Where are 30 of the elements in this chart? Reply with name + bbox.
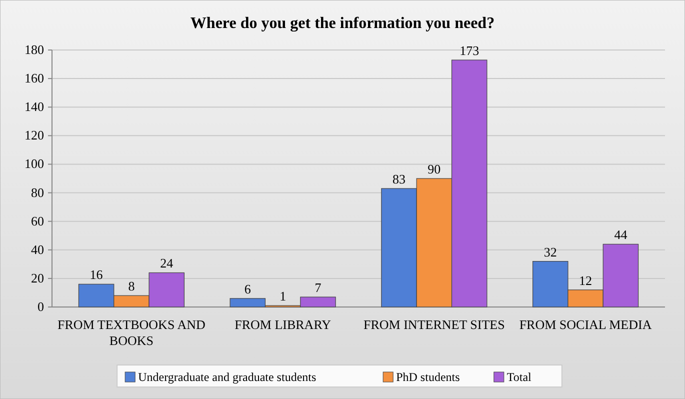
data-label: 24 bbox=[160, 256, 174, 271]
x-tick-label: FROM SOCIAL MEDIA bbox=[519, 317, 652, 332]
data-label: 173 bbox=[460, 42, 480, 58]
y-tick-label: 40 bbox=[31, 242, 44, 257]
x-tick-label: FROM LIBRARY bbox=[234, 317, 332, 332]
data-label: 1 bbox=[280, 288, 286, 304]
legend-label: Total bbox=[506, 370, 532, 384]
y-tick-label: 100 bbox=[24, 156, 44, 172]
data-label: 6 bbox=[244, 281, 252, 296]
data-label: 83 bbox=[392, 171, 406, 186]
data-label: 32 bbox=[544, 244, 557, 260]
y-tick-label: 160 bbox=[24, 70, 44, 86]
data-label: 7 bbox=[314, 280, 322, 296]
y-tick-label: 0 bbox=[38, 299, 44, 314]
y-tick-label: 60 bbox=[31, 213, 44, 228]
data-label: 90 bbox=[428, 162, 441, 176]
y-tick-label: 140 bbox=[24, 99, 44, 114]
data-label: 8 bbox=[128, 278, 135, 294]
y-tick-label: 20 bbox=[31, 270, 44, 286]
y-tick-label: 180 bbox=[24, 42, 44, 57]
data-label: 44 bbox=[614, 227, 628, 242]
legend-label: Undergraduate and graduate students bbox=[138, 370, 316, 384]
chart-title: Where do you get the information you need? bbox=[190, 15, 495, 32]
y-tick-label: 120 bbox=[24, 128, 44, 143]
x-tick-label: FROM INTERNET SITES bbox=[364, 317, 505, 332]
data-label: 12 bbox=[579, 272, 592, 288]
x-tick-label: FROM TEXTBOOKS AND BOOKS bbox=[58, 317, 206, 348]
y-tick-label: 80 bbox=[31, 184, 44, 200]
legend-label: PhD students bbox=[396, 370, 460, 384]
data-label: 16 bbox=[90, 267, 104, 282]
